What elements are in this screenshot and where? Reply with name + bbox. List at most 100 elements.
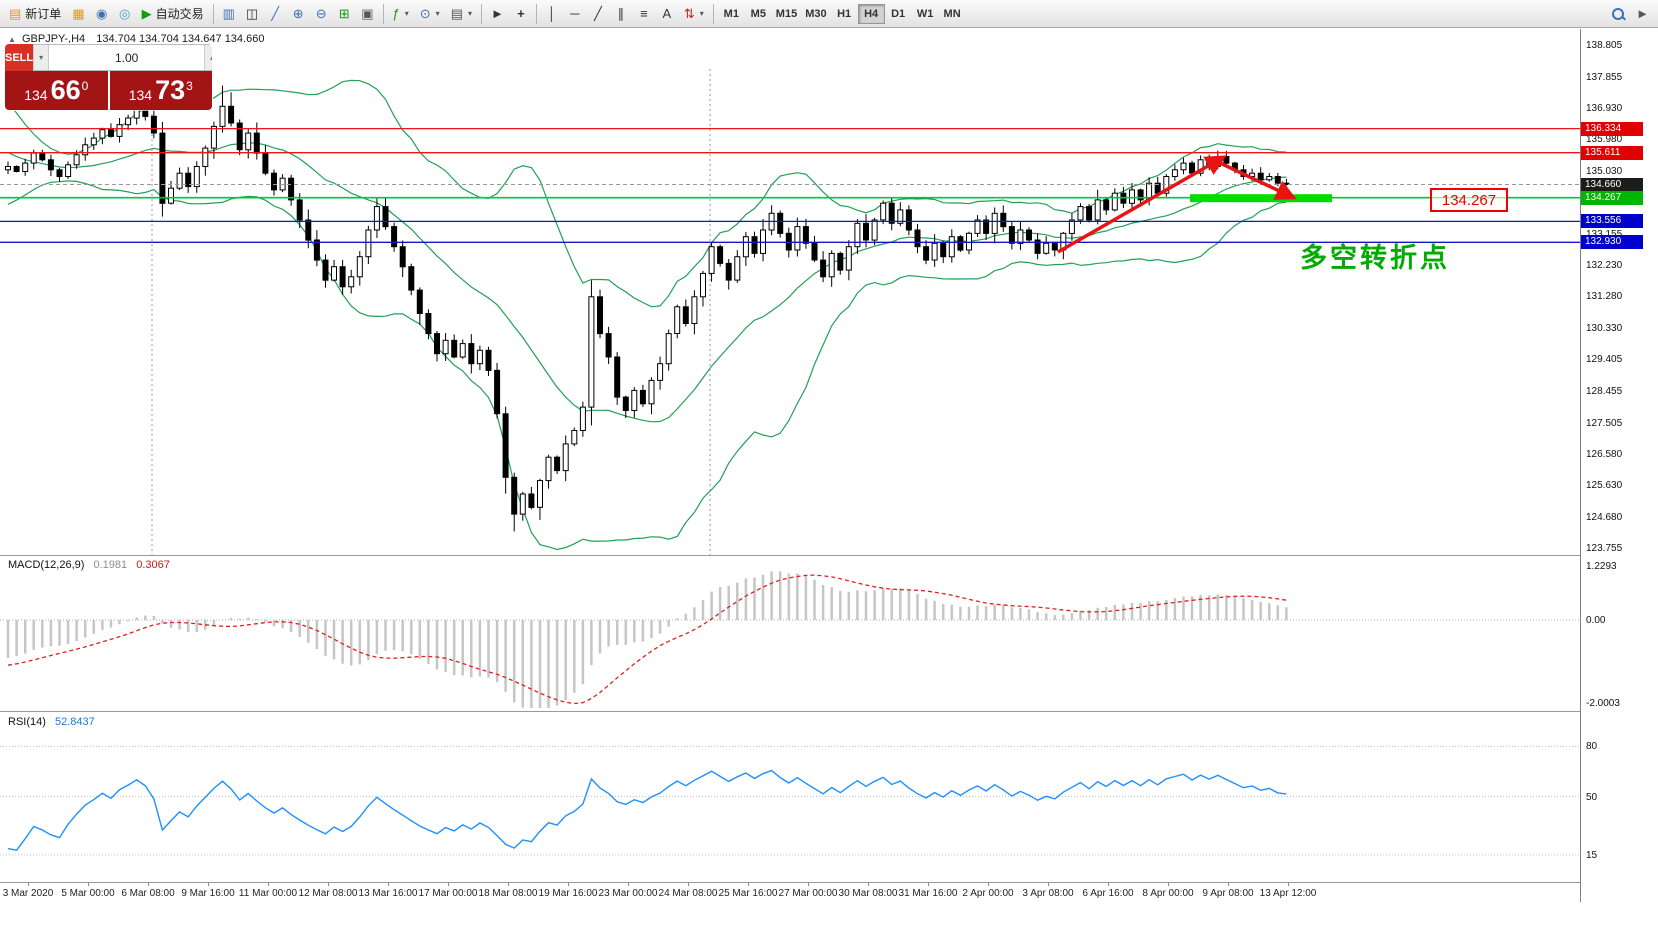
time-tick bbox=[1108, 883, 1109, 886]
zoom-in-button[interactable]: ⊕ bbox=[287, 3, 309, 25]
vertical-line-icon: │ bbox=[547, 6, 556, 21]
scale-label: 131.280 bbox=[1586, 291, 1623, 303]
time-axis-label: 6 Apr 16:00 bbox=[1082, 888, 1134, 899]
toolbar-separator bbox=[382, 3, 384, 24]
panel-separator[interactable] bbox=[0, 555, 1658, 556]
price-scale[interactable]: 138.805137.855136.930135.980135.030134.1… bbox=[1580, 29, 1658, 902]
new-order-button[interactable]: ▤ 新订单 bbox=[4, 3, 66, 25]
timeframe-h1-button[interactable]: H1 bbox=[831, 4, 858, 24]
time-axis-label: 6 Mar 08:00 bbox=[121, 888, 175, 899]
scale-label: -2.0003 bbox=[1586, 698, 1620, 709]
vertical-line-tool-button[interactable]: │ bbox=[541, 3, 563, 25]
price-line-badge: 135.611 bbox=[1581, 145, 1643, 160]
time-tick bbox=[1168, 883, 1169, 886]
bar-chart-mode-button[interactable]: ▥ bbox=[218, 3, 240, 25]
timeframe-w1-button[interactable]: W1 bbox=[912, 4, 939, 24]
timeframe-m1-button[interactable]: M1 bbox=[718, 4, 745, 24]
templates-button[interactable]: ▤ ▾ bbox=[446, 3, 477, 25]
cursor-tool-button[interactable]: ► bbox=[486, 3, 509, 25]
crosshair-tool-button[interactable]: + bbox=[510, 3, 532, 25]
sell-button[interactable]: SELL bbox=[5, 44, 34, 71]
alerts-icon: ◎ bbox=[118, 6, 131, 21]
time-axis-label: 31 Mar 16:00 bbox=[898, 888, 958, 899]
macd-signal-value: 0.3067 bbox=[136, 559, 170, 571]
tile-windows-icon: ⊞ bbox=[338, 6, 350, 21]
time-tick bbox=[1288, 883, 1289, 886]
time-tick bbox=[568, 883, 569, 886]
price-level-box: 134.267 bbox=[1430, 188, 1508, 212]
turning-point-label: 多空转折点 bbox=[1300, 243, 1450, 273]
trendline-tool-button[interactable]: ╱ bbox=[587, 3, 609, 25]
buy-price[interactable]: 134 73 3 bbox=[109, 71, 212, 110]
line-chart-mode-button[interactable]: ╱ bbox=[264, 3, 286, 25]
toolbar-separator bbox=[481, 3, 482, 24]
alerts-button[interactable]: ◎ bbox=[114, 3, 136, 25]
horizontal-line-icon: ─ bbox=[570, 6, 580, 21]
charts-button[interactable]: ◉ bbox=[91, 3, 113, 25]
scale-label: 124.680 bbox=[1586, 512, 1623, 524]
chart-symbol-label: GBPJPY-,H4 bbox=[21, 33, 86, 45]
macd-value: 0.1981 bbox=[93, 559, 128, 571]
chevron-down-icon: ▾ bbox=[467, 9, 472, 18]
timeframe-mn-button[interactable]: MN bbox=[939, 4, 966, 24]
tile-windows-button[interactable]: ⊞ bbox=[333, 3, 355, 25]
time-tick bbox=[268, 883, 269, 886]
volume-input[interactable] bbox=[49, 45, 205, 70]
sell-price-pip: 0 bbox=[81, 78, 89, 93]
volume-increase-button[interactable]: ▴ bbox=[204, 45, 212, 70]
indicators-button[interactable]: ƒ ▾ bbox=[388, 3, 414, 25]
scale-label: 136.930 bbox=[1586, 102, 1623, 114]
fibonacci-tool-button[interactable]: ≡ bbox=[633, 3, 655, 25]
time-axis-label: 2 Apr 00:00 bbox=[962, 888, 1014, 899]
profiles-button[interactable]: ▦ bbox=[67, 3, 89, 25]
scale-label: 125.630 bbox=[1586, 480, 1623, 492]
toolbar-separator bbox=[535, 3, 537, 24]
horizontal-line-tool-button[interactable]: ─ bbox=[564, 3, 586, 25]
timeframe-m30-button[interactable]: M30 bbox=[801, 4, 830, 24]
price-chart[interactable] bbox=[0, 29, 1580, 555]
line-chart-icon: ╱ bbox=[271, 6, 280, 21]
trade-panel-controls: SELL ▾ ▴ BUY bbox=[5, 44, 212, 71]
timeframe-m15-button[interactable]: M15 bbox=[772, 4, 801, 24]
chart-ohlc-values: 134.704 134.704 134.647 134.660 bbox=[96, 33, 265, 45]
scale-label: 50 bbox=[1586, 791, 1598, 803]
price-line-badge: 134.267 bbox=[1581, 190, 1643, 205]
time-axis-label: 30 Mar 08:00 bbox=[838, 888, 898, 899]
scale-label: 123.755 bbox=[1586, 542, 1623, 554]
time-tick bbox=[808, 883, 809, 886]
volume-decrease-button[interactable]: ▾ bbox=[33, 45, 50, 70]
timeframe-h4-button[interactable]: H4 bbox=[857, 3, 885, 24]
rsi-panel-chart[interactable] bbox=[0, 713, 1580, 880]
search-button[interactable] bbox=[1606, 3, 1630, 25]
cascade-windows-button[interactable]: ▣ bbox=[356, 3, 378, 25]
time-axis[interactable]: 3 Mar 2020 5 Mar 00:00 6 Mar 08:00 9 Mar 16… bbox=[0, 882, 1580, 902]
pointer-button[interactable]: ► bbox=[1631, 3, 1654, 25]
time-tick bbox=[388, 883, 389, 886]
buy-price-main: 134 bbox=[128, 86, 153, 103]
buy-price-pip: 3 bbox=[186, 78, 193, 93]
trade-panel-prices: 134 66 0 134 73 3 bbox=[5, 71, 212, 110]
sell-price[interactable]: 134 66 0 bbox=[5, 71, 108, 110]
scale-label: 1.2293 bbox=[1586, 560, 1617, 572]
zoom-out-icon: ⊖ bbox=[315, 6, 327, 21]
toolbar-separator bbox=[712, 3, 714, 24]
chart-title: ▲ GBPJPY-,H4 134.704 134.704 134.647 134… bbox=[8, 33, 264, 45]
autotrading-button[interactable]: ▶ 自动交易 bbox=[137, 3, 209, 25]
time-axis-label: 5 Mar 00:00 bbox=[61, 888, 115, 899]
new-order-icon: ▤ bbox=[9, 6, 22, 21]
channel-tool-button[interactable]: ∥ bbox=[610, 3, 632, 25]
toolbar-separator bbox=[212, 3, 214, 24]
periods-button[interactable]: ⊙ ▾ bbox=[415, 3, 445, 25]
macd-panel-chart[interactable] bbox=[0, 556, 1580, 710]
arrows-tool-button[interactable]: ⇅ ▾ bbox=[679, 3, 709, 25]
rsi-label: RSI(14) 52.8437 bbox=[8, 716, 95, 728]
panel-separator[interactable] bbox=[0, 711, 1658, 712]
timeframe-d1-button[interactable]: D1 bbox=[885, 4, 912, 24]
candle-chart-mode-button[interactable]: ◫ bbox=[241, 3, 263, 25]
scale-label: 133.155 bbox=[1586, 228, 1623, 240]
timeframe-m5-button[interactable]: M5 bbox=[745, 4, 772, 24]
text-tool-button[interactable]: A bbox=[656, 3, 678, 25]
zoom-out-button[interactable]: ⊖ bbox=[310, 3, 332, 25]
time-tick bbox=[208, 883, 209, 886]
time-tick bbox=[628, 883, 629, 886]
